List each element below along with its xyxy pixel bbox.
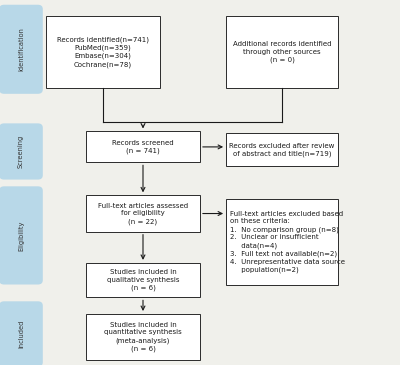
Text: Records screened
(n = 741): Records screened (n = 741) xyxy=(112,140,174,154)
Text: Records identified(n=741)
PubMed(n=359)
Embase(n=304)
Cochrane(n=78): Records identified(n=741) PubMed(n=359) … xyxy=(57,36,149,68)
FancyBboxPatch shape xyxy=(86,314,200,360)
Text: Studies included in
quantitative synthesis
(meta-analysis)
(n = 6): Studies included in quantitative synthes… xyxy=(104,322,182,352)
Text: Full-text articles excluded based
on these criteria:
1.  No comparison group (n=: Full-text articles excluded based on the… xyxy=(230,211,345,273)
FancyBboxPatch shape xyxy=(0,301,43,365)
FancyBboxPatch shape xyxy=(0,5,43,94)
Text: Eligibility: Eligibility xyxy=(18,220,24,251)
Text: Records excluded after review
of abstract and title(n=719): Records excluded after review of abstrac… xyxy=(229,142,335,157)
Text: Studies included in
qualitative synthesis
(n = 6): Studies included in qualitative synthesi… xyxy=(107,269,179,291)
FancyBboxPatch shape xyxy=(0,123,43,180)
FancyBboxPatch shape xyxy=(46,16,160,88)
Text: Included: Included xyxy=(18,320,24,348)
FancyBboxPatch shape xyxy=(86,263,200,297)
Text: Additional records identified
through other sources
(n = 0): Additional records identified through ot… xyxy=(233,41,331,63)
FancyBboxPatch shape xyxy=(226,133,338,166)
FancyBboxPatch shape xyxy=(226,199,338,285)
FancyBboxPatch shape xyxy=(226,16,338,88)
FancyBboxPatch shape xyxy=(86,131,200,162)
FancyBboxPatch shape xyxy=(0,186,43,285)
Text: Full-text articles assessed
for eligibility
(n = 22): Full-text articles assessed for eligibil… xyxy=(98,203,188,224)
FancyBboxPatch shape xyxy=(86,195,200,232)
Text: Screening: Screening xyxy=(18,135,24,168)
Text: Identification: Identification xyxy=(18,27,24,71)
